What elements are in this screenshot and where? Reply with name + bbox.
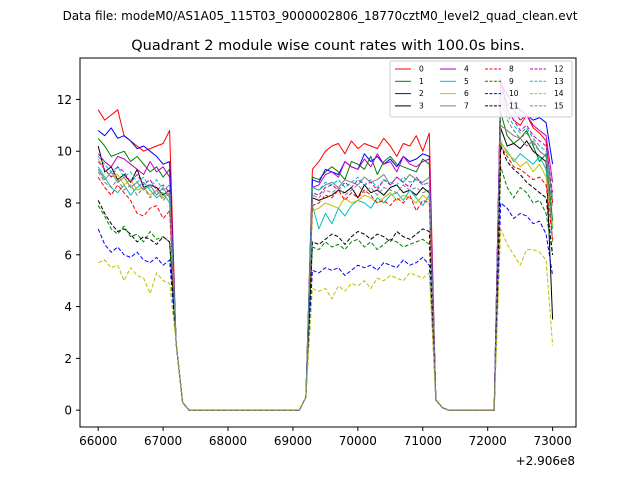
y-tick-label: 6 [64, 248, 72, 262]
series-line-14 [98, 228, 554, 411]
axis-layer: 66000 67000 68000 69000 70000 71000 72000 73000… [57, 93, 572, 448]
legend-label-12: 12 [554, 65, 564, 74]
x-tick-label: 68000 [209, 434, 247, 448]
plot-frame [79, 57, 577, 428]
x-tick-label: 70000 [339, 434, 377, 448]
legend-label-0: 0 [419, 65, 424, 74]
legend-label-2: 2 [419, 89, 424, 98]
x-tick-label: 66000 [79, 434, 117, 448]
x-offset-label: +2.906e8 [516, 454, 575, 468]
suptitle: Data file: modeM0/AS1A05_115T03_90000028… [63, 9, 578, 23]
legend-box [389, 60, 573, 118]
legend-label-1: 1 [419, 77, 424, 86]
legend-label-15: 15 [554, 101, 564, 110]
legend-label-9: 9 [509, 77, 514, 86]
legend-label-4: 4 [464, 65, 469, 74]
x-tick-label: 69000 [274, 434, 312, 448]
legend-label-7: 7 [464, 101, 469, 110]
y-tick-label: 10 [57, 145, 72, 159]
plot-area [80, 58, 576, 427]
legend-label-14: 14 [554, 89, 564, 98]
x-tick-label: 71000 [404, 434, 442, 448]
series-line-15 [97, 98, 554, 411]
legend-label-13: 13 [554, 77, 564, 86]
chart-title: Quadrant 2 module wise count rates with … [131, 38, 525, 54]
series-line-12 [97, 83, 554, 411]
legend-label-11: 11 [509, 101, 519, 110]
y-tick-label: 4 [64, 300, 72, 314]
series-line-13 [97, 91, 554, 411]
legend-label-3: 3 [419, 101, 424, 110]
series-layer [97, 78, 554, 411]
legend-label-8: 8 [509, 65, 514, 74]
x-tick-label: 67000 [144, 434, 182, 448]
y-tick-label: 2 [64, 352, 72, 366]
y-tick-label: 8 [64, 197, 72, 211]
x-tick-label: 73000 [534, 434, 572, 448]
y-tick-label: 0 [64, 404, 72, 418]
legend-label-6: 6 [464, 89, 469, 98]
legend-label-10: 10 [509, 89, 519, 98]
legend-label-5: 5 [464, 77, 469, 86]
y-tick-label: 12 [57, 93, 72, 107]
x-tick-label: 72000 [469, 434, 507, 448]
